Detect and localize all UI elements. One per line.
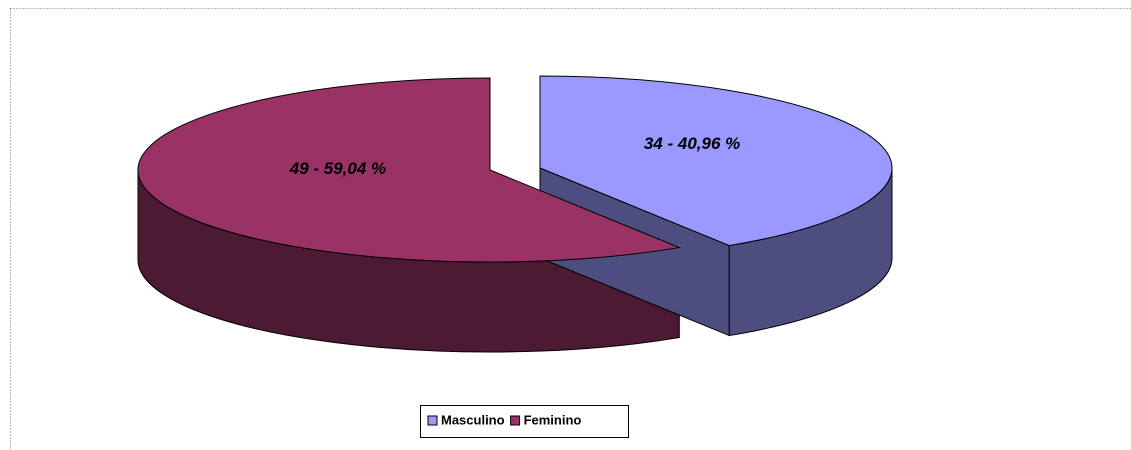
chart-frame xyxy=(10,8,1131,450)
legend-label: Masculino xyxy=(441,412,505,427)
slice-top xyxy=(137,77,682,263)
data-label: 34 - 40,96 % xyxy=(644,134,740,153)
legend-box xyxy=(420,405,629,438)
data-label: 49 - 59,04 % xyxy=(289,159,386,178)
legend: Masculino Feminino xyxy=(427,412,582,427)
legend-swatch xyxy=(510,415,521,426)
legend-swatch xyxy=(427,415,438,426)
slice-top xyxy=(539,75,893,247)
pie: 34 - 40,96 % 49 - 59,04 % xyxy=(137,75,893,353)
legend-label: Feminino xyxy=(524,412,582,427)
